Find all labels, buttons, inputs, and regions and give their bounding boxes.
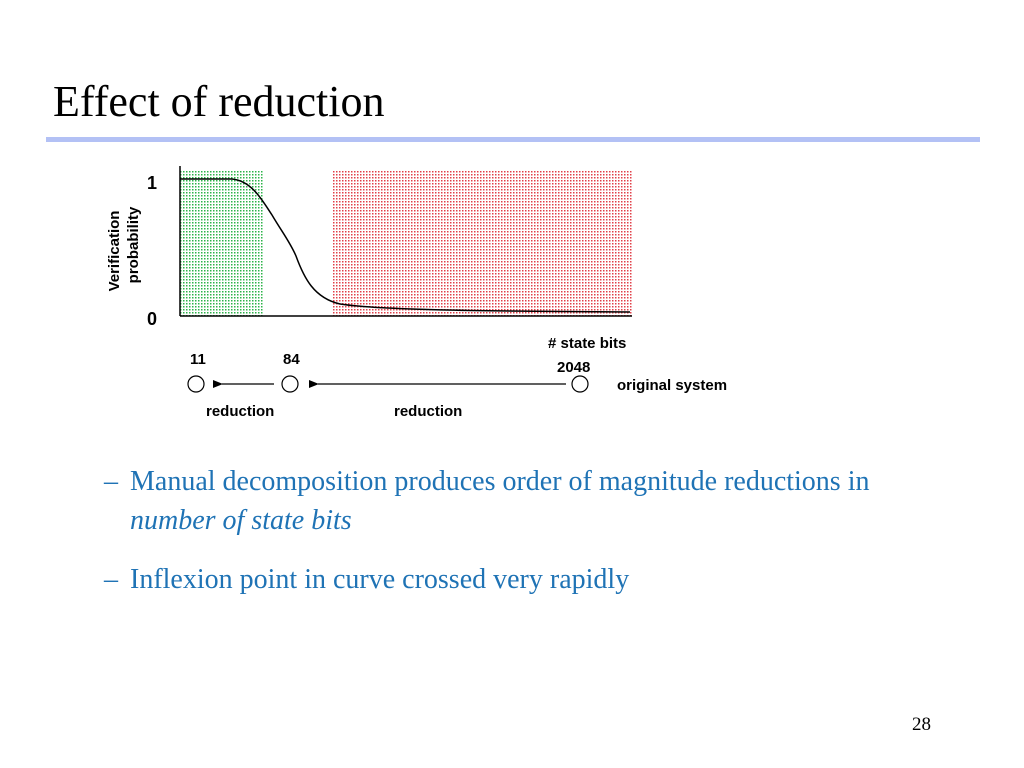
reduction-label-left: reduction: [206, 403, 274, 420]
slide-title: Effect of reduction: [53, 77, 385, 126]
green-region: [180, 170, 263, 316]
node-84-bits: [281, 375, 299, 393]
bullet-dash: –: [104, 466, 118, 497]
y-axis-label-line1: Verification: [106, 211, 123, 292]
node-11-bits: [187, 375, 205, 393]
bullet-dash: –: [104, 564, 118, 595]
slide-number: 28: [912, 714, 931, 735]
x-value-original: 2048: [557, 359, 590, 376]
x-axis-label: # state bits: [548, 335, 626, 352]
bullet-text: Inflexion point in curve crossed very ra…: [130, 564, 630, 595]
node-2048-bits: [571, 375, 589, 393]
bullet-text-plain: Manual decomposition produces order of m…: [130, 466, 870, 497]
red-region: [332, 170, 632, 316]
title-divider: [46, 137, 980, 142]
original-system-label: original system: [617, 377, 727, 394]
probability-curve: [180, 178, 631, 313]
reduction-figure: 1 0 Verification probability # state bit…: [106, 166, 727, 420]
x-value-mid: 84: [283, 351, 300, 368]
y-tick-bottom: 0: [147, 309, 157, 329]
y-axis-label-line2: probability: [125, 206, 142, 283]
y-tick-top: 1: [147, 173, 157, 193]
bullet-text: Manual decomposition produces order of m…: [130, 462, 890, 540]
reduction-label-right: reduction: [394, 403, 462, 420]
bullet-text-italic: number of state bits: [130, 505, 352, 536]
x-value-small: 11: [190, 351, 206, 368]
